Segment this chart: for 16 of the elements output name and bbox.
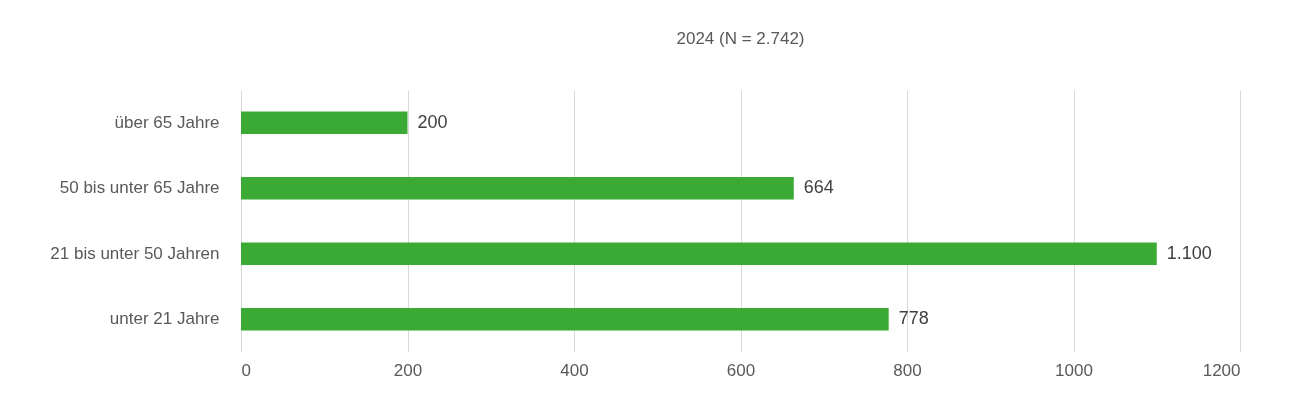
x-tick-label: 800 (893, 360, 922, 380)
x-tick-label: 400 (560, 360, 589, 380)
data-label: 778 (898, 308, 929, 329)
x-tick-label: 1000 (1055, 360, 1093, 380)
x-tick-label: 600 (726, 360, 756, 380)
y-tick-label: unter 21 Jahre (109, 309, 220, 329)
x-tick-label: 200 (393, 360, 423, 380)
chart-title: 2024 (N = 2.742) (676, 29, 805, 48)
y-tick-label: 50 bis unter 65 Jahre (59, 178, 220, 198)
data-label: 1.100 (1166, 242, 1212, 263)
data-label: 200 (417, 111, 448, 132)
y-tick-label: über 65 Jahre (114, 112, 220, 132)
x-tick-label: 0 (241, 360, 251, 380)
y-tick-label: 21 bis unter 50 Jahren (50, 243, 220, 263)
x-tick-label: 1200 (1202, 360, 1241, 380)
data-label: 664 (803, 177, 834, 198)
